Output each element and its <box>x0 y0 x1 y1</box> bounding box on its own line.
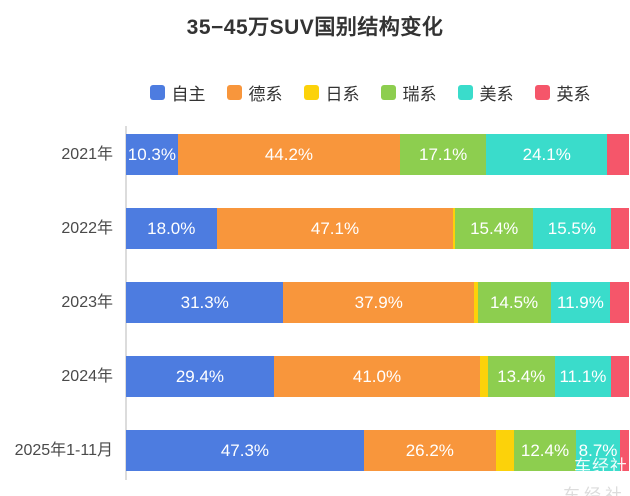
segment-value-label: 14.5% <box>489 292 539 312</box>
japanese-legend-marker-icon <box>303 84 319 100</box>
bar-track-2022年: 18.0% 47.1% 15.4% 15.5% <box>126 208 629 249</box>
bar-track-2024年: 29.4% 41.0% 13.4% 11.1% <box>126 356 629 397</box>
bar-row-2021年: 2021年 10.3% 44.2% 17.1% 24.1% <box>0 134 630 175</box>
bar-segment-german-2024年: 41.0% <box>273 356 481 397</box>
segment-value-label: 24.1% <box>522 144 571 164</box>
bar-track-2023年: 31.3% 37.9% 14.5% 11.9% <box>126 282 629 323</box>
segment-value-label: 31.3% <box>180 292 229 312</box>
bar-segment-swedish-2022年: 15.4% <box>455 208 533 249</box>
chart-area: 2021年 10.3% 44.2% 17.1% 24.1% 2022年 18.0% 47.1%… <box>0 126 630 480</box>
domestic-legend-marker-icon <box>149 84 165 100</box>
legend-label-swedish: 瑞系 <box>402 84 437 104</box>
segment-value-label: 11.1% <box>559 366 607 386</box>
segment-value-label: 37.9% <box>354 292 403 312</box>
legend-item-british: 英系 <box>534 80 591 105</box>
bar-segment-american-2025年1-11月: 8.7% <box>576 430 620 471</box>
bar-segment-german-2023年: 37.9% <box>283 282 475 323</box>
bar-segment-british-2023年 <box>610 282 629 323</box>
segment-value-label: 18.0% <box>147 218 196 238</box>
bar-segment-british-2022年 <box>610 208 629 249</box>
bar-segment-german-2025年1-11月: 26.2% <box>363 430 496 471</box>
bar-segment-swedish-2024年: 13.4% <box>487 356 556 397</box>
bar-track-2021年: 10.3% 44.2% 17.1% 24.1% <box>126 134 629 175</box>
segment-value-label: 17.1% <box>419 144 468 164</box>
legend-item-american: 美系 <box>457 80 514 105</box>
bar-segment-domestic-2024年: 29.4% <box>126 356 274 397</box>
segment-value-label: 26.2% <box>405 440 454 460</box>
bar-segment-domestic-2022年: 18.0% <box>126 208 217 249</box>
legend-item-japanese: 日系 <box>303 80 360 105</box>
bar-segment-japanese-2023年 <box>474 282 478 323</box>
bar-segment-swedish-2021年: 17.1% <box>400 134 487 175</box>
bar-segment-american-2024年: 11.1% <box>555 356 611 397</box>
bar-segment-american-2021年: 24.1% <box>486 134 608 175</box>
category-label-2023年: 2023年 <box>61 294 113 311</box>
bar-segment-british-2025年1-11月 <box>619 430 629 471</box>
german-legend-marker-icon <box>226 84 242 100</box>
legend-item-german: 德系 <box>226 80 283 105</box>
legend-label-japanese: 日系 <box>325 84 360 104</box>
bar-segment-japanese-2022年 <box>453 208 456 249</box>
bar-segment-american-2022年: 15.5% <box>532 208 611 249</box>
bar-rows: 2021年 10.3% 44.2% 17.1% 24.1% 2022年 18.0% 47.1%… <box>0 134 630 471</box>
bar-segment-american-2023年: 11.9% <box>550 282 611 323</box>
bar-segment-japanese-2025年1-11月 <box>495 430 514 471</box>
segment-value-label: 41.0% <box>352 366 402 386</box>
legend-item-domestic: 自主 <box>149 80 206 105</box>
segment-value-label: 11.9% <box>556 292 604 312</box>
bar-segment-japanese-2024年 <box>480 356 488 397</box>
legend-label-british: 英系 <box>556 84 591 104</box>
bar-segment-domestic-2023年: 31.3% <box>126 282 284 323</box>
british-legend-marker-icon <box>534 84 550 100</box>
legend-label-german: 德系 <box>248 84 283 104</box>
bar-segment-domestic-2021年: 10.3% <box>126 134 178 175</box>
bar-row-2025年1-11月: 2025年1-11月 47.3% 26.2% 12.4% 8.7% <box>0 430 630 471</box>
segment-value-label: 29.4% <box>175 366 225 386</box>
category-label-2021年: 2021年 <box>61 146 113 163</box>
segment-value-label: 47.1% <box>310 218 360 238</box>
swedish-legend-marker-icon <box>380 84 396 100</box>
legend: 自主 德系 日系 瑞系 美系 英系 <box>0 80 630 104</box>
american-legend-marker-icon <box>457 84 473 100</box>
bar-segment-domestic-2025年1-11月: 47.3% <box>126 430 364 471</box>
bar-row-2024年: 2024年 29.4% 41.0% 13.4% 11.1% <box>0 356 630 397</box>
chart-title: 35−45万SUV国别结构变化 <box>186 16 444 39</box>
category-label-2024年: 2024年 <box>61 368 113 385</box>
bar-track-2025年1-11月: 47.3% 26.2% 12.4% 8.7% <box>126 430 629 471</box>
segment-value-label: 44.2% <box>264 144 314 164</box>
category-label-2025年1-11月: 2025年1-11月 <box>14 442 113 459</box>
segment-value-label: 8.7% <box>578 440 618 460</box>
watermark-faint-second-line: 车经社 <box>563 486 626 496</box>
bar-segment-british-2021年 <box>607 134 629 175</box>
bar-segment-swedish-2025年1-11月: 12.4% <box>513 430 577 471</box>
segment-value-label: 12.4% <box>520 440 570 460</box>
segment-value-label: 10.3% <box>127 144 176 164</box>
bar-segment-german-2022年: 47.1% <box>216 208 454 249</box>
bar-row-2022年: 2022年 18.0% 47.1% 15.4% 15.5% <box>0 208 630 249</box>
segment-value-label: 15.4% <box>470 218 519 238</box>
bar-segment-swedish-2023年: 14.5% <box>477 282 551 323</box>
category-label-2022年: 2022年 <box>61 220 113 237</box>
segment-value-label: 47.3% <box>220 440 270 460</box>
legend-label-domestic: 自主 <box>171 84 206 104</box>
watermark: 车经社 <box>574 457 628 476</box>
segment-value-label: 15.5% <box>547 218 596 238</box>
bar-segment-german-2021年: 44.2% <box>177 134 401 175</box>
bar-row-2023年: 2023年 31.3% 37.9% 14.5% 11.9% <box>0 282 630 323</box>
segment-value-label: 13.4% <box>497 366 546 386</box>
bar-segment-british-2024年 <box>610 356 629 397</box>
legend-label-american: 美系 <box>479 84 514 104</box>
legend-item-swedish: 瑞系 <box>380 80 437 105</box>
